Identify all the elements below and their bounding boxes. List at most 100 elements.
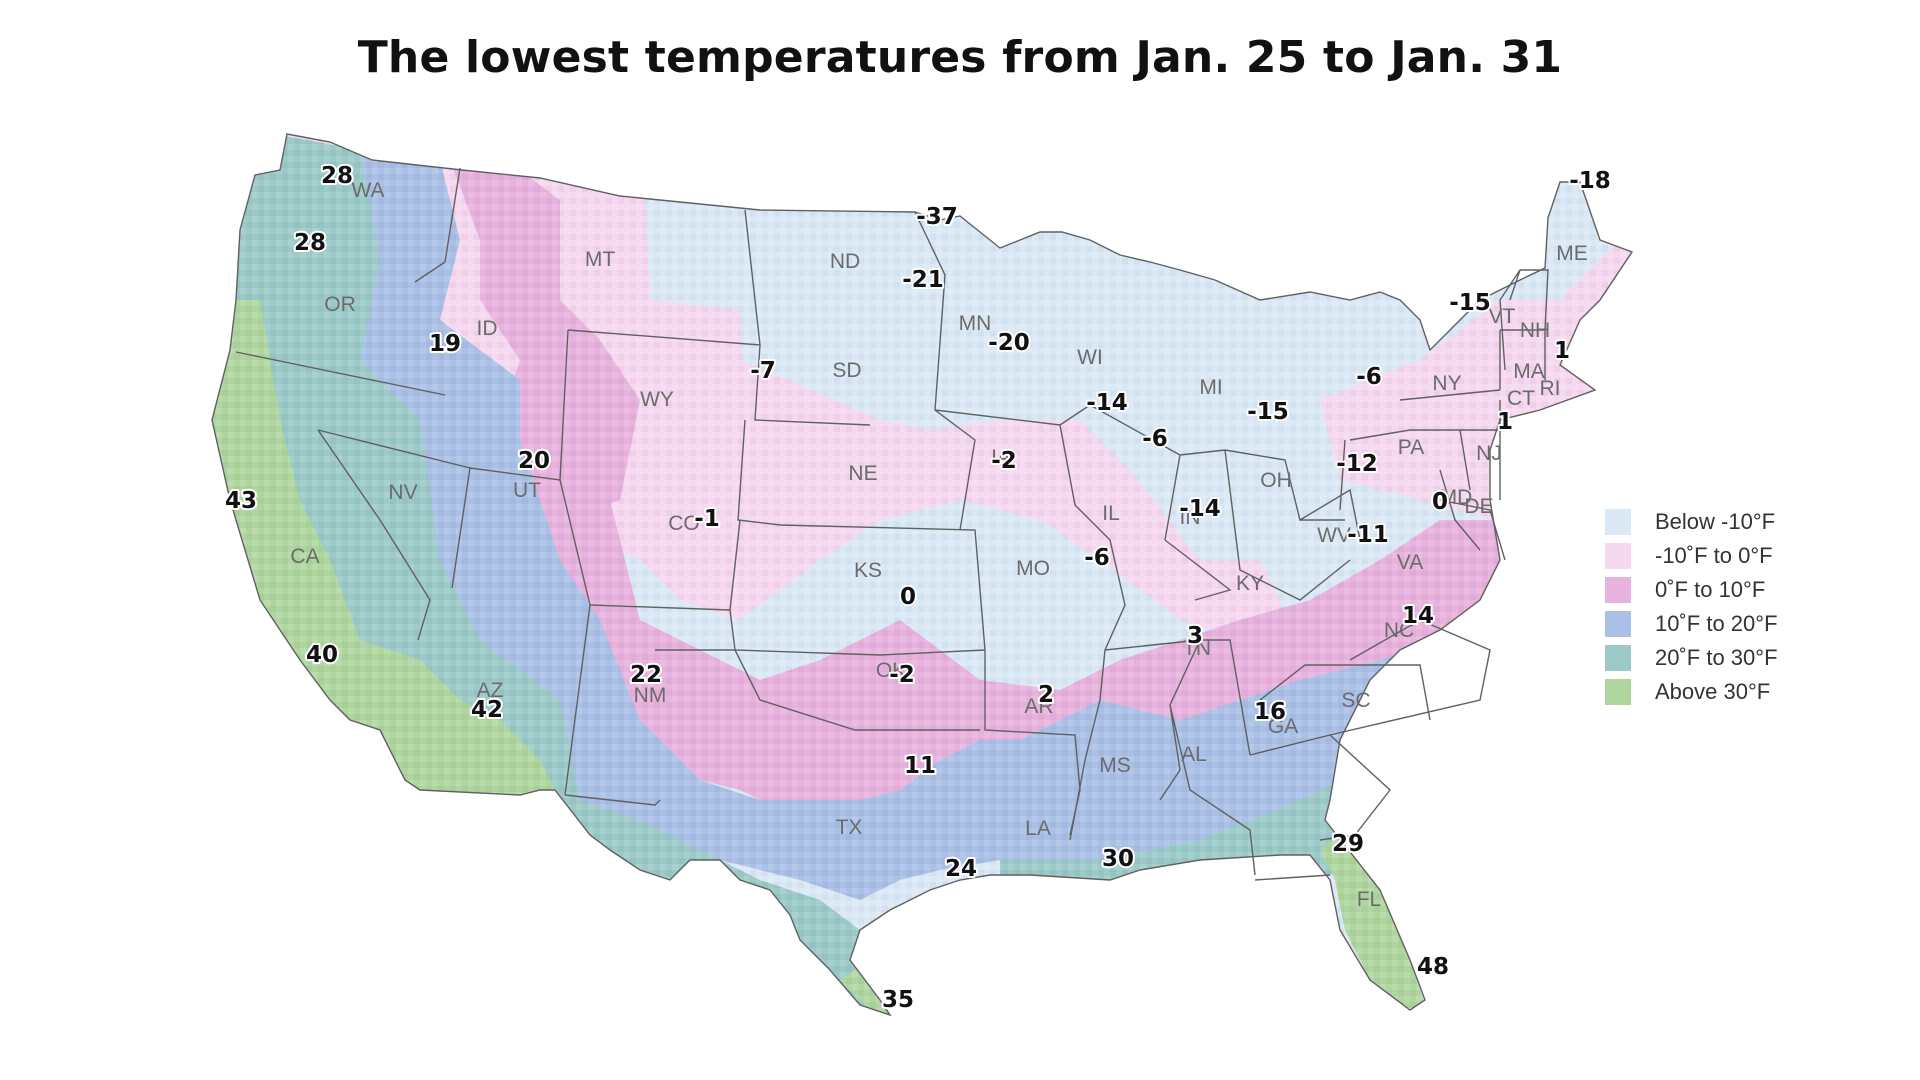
temp-label-me: -18 — [1569, 168, 1611, 194]
temp-label-tx-south: 35 — [882, 987, 914, 1013]
temp-label-md: 0 — [1432, 489, 1448, 515]
legend-swatch — [1605, 645, 1631, 671]
legend-swatch — [1605, 509, 1631, 535]
temp-label-id: 19 — [429, 331, 461, 357]
legend-label: 10˚F to 20°F — [1655, 611, 1778, 636]
temp-label-ny-north: -15 — [1449, 290, 1491, 316]
state-label-wv: WV — [1317, 524, 1351, 547]
legend-item: 0˚F to 10°F — [1605, 573, 1778, 607]
temp-label-tx-coast: 24 — [945, 856, 977, 882]
temp-label-wv: -11 — [1347, 522, 1389, 548]
state-label-al: AL — [1181, 743, 1207, 766]
state-label-ms: MS — [1099, 754, 1131, 777]
temp-label-fl-north: 29 — [1332, 831, 1364, 857]
state-label-ma: MA — [1513, 360, 1545, 383]
legend-swatch — [1605, 679, 1631, 705]
temp-label-wa-coast: 28 — [294, 230, 326, 256]
temp-label-wa-north: 28 — [321, 163, 353, 189]
temp-label-ca-south: 40 — [306, 642, 338, 668]
temp-label-oh: -12 — [1336, 451, 1378, 477]
legend-label: 0˚F to 10°F — [1655, 577, 1766, 602]
state-label-ri: RI — [1540, 377, 1561, 400]
temp-label-fl-south: 48 — [1417, 954, 1449, 980]
temp-label-sd-west: -7 — [750, 358, 776, 384]
state-label-ct: CT — [1507, 387, 1535, 410]
state-label-wi: WI — [1077, 346, 1103, 369]
temp-label-ks: 0 — [900, 584, 916, 610]
state-label-de: DE — [1464, 495, 1493, 518]
state-label-mi: MI — [1199, 376, 1222, 399]
legend-item: 10˚F to 20°F — [1605, 607, 1778, 641]
temp-label-tn: 3 — [1187, 623, 1203, 649]
state-label-sc: SC — [1341, 689, 1370, 712]
temp-label-ca-north: 43 — [225, 488, 257, 514]
state-label-vt: VT — [1489, 305, 1516, 328]
state-label-nh: NH — [1520, 319, 1550, 342]
state-label-az: AZ — [477, 679, 504, 702]
temp-label-ga: 16 — [1254, 699, 1286, 725]
state-label-ia: IA — [991, 446, 1011, 469]
legend-label: 20˚F to 30°F — [1655, 645, 1778, 670]
state-label-nc: NC — [1384, 619, 1414, 642]
map-title: The lowest temperatures from Jan. 25 to … — [357, 32, 1563, 83]
state-label-ca: CA — [290, 545, 319, 568]
temp-label-co: -1 — [694, 506, 720, 532]
state-label-pa: PA — [1398, 436, 1424, 459]
state-label-fl: FL — [1357, 888, 1382, 911]
legend-item: Above 30°F — [1605, 675, 1778, 709]
state-borders — [211, 133, 1633, 1016]
state-label-ny: NY — [1432, 372, 1461, 395]
temp-label-ut: 20 — [518, 448, 550, 474]
temp-label-wi: -14 — [1086, 390, 1128, 416]
state-label-nd: ND — [830, 250, 860, 273]
temp-label-tx-north: 11 — [904, 753, 936, 779]
state-label-ne: NE — [848, 462, 877, 485]
state-label-la: LA — [1025, 817, 1051, 840]
state-label-wa: WA — [351, 179, 384, 202]
temp-label-az: 42 — [471, 697, 503, 723]
state-label-or: OR — [324, 293, 356, 316]
state-label-ks: KS — [854, 559, 882, 582]
temp-label-ny-west: -6 — [1356, 364, 1382, 390]
temp-label-ok: -2 — [889, 662, 915, 688]
state-label-ok: OK — [876, 659, 906, 682]
temp-label-nd: -21 — [902, 267, 944, 293]
state-label-ga: GA — [1268, 715, 1298, 738]
temp-label-in: -14 — [1179, 496, 1221, 522]
legend: Below -10°F -10˚F to 0°F 0˚F to 10°F 10˚… — [1605, 505, 1778, 709]
state-label-co: CO — [668, 512, 700, 535]
state-label-ky: KY — [1236, 572, 1264, 595]
state-label-va: VA — [1397, 551, 1423, 574]
state-label-tx: TX — [836, 816, 863, 839]
legend-swatch — [1605, 577, 1631, 603]
legend-item: 20˚F to 30°F — [1605, 641, 1778, 675]
temp-label-ia: -2 — [991, 448, 1017, 474]
legend-item: -10˚F to 0°F — [1605, 539, 1778, 573]
state-label-wy: WY — [640, 388, 674, 411]
temp-label-wi-east: -6 — [1142, 426, 1168, 452]
legend-label: Above 30°F — [1655, 679, 1771, 704]
state-label-nj: NJ — [1476, 442, 1502, 465]
state-label-oh: OH — [1260, 469, 1292, 492]
legend-label: Below -10°F — [1655, 509, 1776, 534]
state-label-id: ID — [477, 317, 498, 340]
state-label-mo: MO — [1016, 557, 1050, 580]
temp-label-mn: -20 — [988, 330, 1030, 356]
state-label-in: IN — [1180, 506, 1201, 529]
state-label-il: IL — [1102, 502, 1120, 525]
temp-label-nd-east: -37 — [916, 204, 958, 230]
state-label-me: ME — [1556, 242, 1588, 265]
state-label-mn: MN — [959, 312, 992, 335]
state-label-sd: SD — [832, 359, 861, 382]
state-label-nv: NV — [388, 481, 417, 504]
legend-item: Below -10°F — [1605, 505, 1778, 539]
temp-label-la: 30 — [1102, 846, 1134, 872]
state-label-md: MD — [1440, 486, 1473, 509]
temp-label-ar: 2 — [1038, 682, 1054, 708]
state-label-ut: UT — [513, 479, 541, 502]
state-label-tn: TN — [1183, 637, 1211, 660]
legend-label: -10˚F to 0°F — [1655, 543, 1773, 568]
temp-label-il: -6 — [1084, 545, 1110, 571]
state-label-nm: NM — [634, 684, 667, 707]
